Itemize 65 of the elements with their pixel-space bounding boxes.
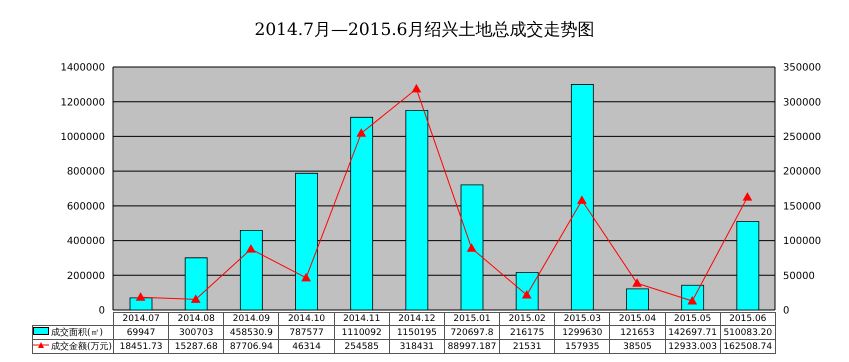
data-label: 46314 xyxy=(278,340,334,354)
y-tick-label: 800000 xyxy=(66,166,105,178)
data-label: 318431 xyxy=(389,340,444,354)
data-label: 1110092 xyxy=(334,326,390,340)
data-label: 1299630 xyxy=(554,326,610,340)
x-tick-label: 2014.08 xyxy=(168,312,224,326)
y2-tick-label: 50000 xyxy=(783,270,815,282)
data-label: 12933.003 xyxy=(665,340,720,354)
y-tick-label: 0 xyxy=(98,306,105,317)
chart-title: 2014.7月—2015.6月绍兴土地总成交走势图 xyxy=(254,19,596,41)
data-label: 787577 xyxy=(278,326,334,340)
data-label: 142697.71 xyxy=(665,326,720,340)
x-tick-label: 2014.10 xyxy=(278,312,334,326)
data-label: 69947 xyxy=(114,326,169,340)
y-tick-label: 600000 xyxy=(66,201,105,212)
point xyxy=(302,273,311,282)
data-label: 157935 xyxy=(554,340,610,354)
y-tick-label: 1000000 xyxy=(60,132,105,143)
data-label: 720697.8 xyxy=(444,326,500,340)
y-tick-label: 1400000 xyxy=(60,62,105,74)
y2-tick-label: 250000 xyxy=(783,132,822,143)
data-label: 458530.9 xyxy=(224,326,279,340)
point xyxy=(356,128,366,137)
data-label: 216175 xyxy=(500,326,555,340)
point xyxy=(191,294,200,303)
data-label: 18451.73 xyxy=(114,340,169,354)
y-tick-label: 1200000 xyxy=(60,97,105,108)
x-tick-label: 2015.01 xyxy=(444,312,500,326)
y2-tick-label: 350000 xyxy=(783,62,822,74)
x-tick-label: 2014.09 xyxy=(224,312,279,326)
data-label: 254585 xyxy=(334,340,390,354)
y2-tick-label: 100000 xyxy=(783,236,822,248)
y2-tick-label: 150000 xyxy=(783,201,822,212)
data-label: 15287.68 xyxy=(168,340,224,354)
y2-tick-label: 200000 xyxy=(783,166,822,178)
point xyxy=(632,278,642,287)
x-tick-label: 2014.11 xyxy=(334,312,390,326)
x-tick-label: 2015.03 xyxy=(554,312,610,326)
point xyxy=(467,244,476,252)
data-label: 121653 xyxy=(610,326,666,340)
x-tick-label: 2014.07 xyxy=(114,312,169,326)
point xyxy=(412,84,421,92)
point xyxy=(136,292,146,301)
data-label: 162508.74 xyxy=(720,340,776,354)
data-label: 1150195 xyxy=(389,326,444,340)
data-label: 510083.20 xyxy=(720,326,776,340)
data-label: 38505 xyxy=(610,340,666,354)
x-tick-label: 2015.06 xyxy=(720,312,776,326)
x-tick-label: 2014.12 xyxy=(389,312,444,326)
legend-label: 成交金额(万元) xyxy=(51,342,112,352)
y-tick-label: 400000 xyxy=(66,236,105,248)
data-label: 21531 xyxy=(500,340,555,354)
data-label: 300703 xyxy=(168,326,224,340)
y2-tick-label: 300000 xyxy=(783,97,822,108)
x-tick-label: 2015.04 xyxy=(610,312,666,326)
legend-label: 成交面积(㎡) xyxy=(51,328,104,338)
data-label: 88997.187 xyxy=(444,340,500,354)
y-tick-label: 200000 xyxy=(66,270,105,282)
point xyxy=(742,192,752,201)
data-label: 87706.94 xyxy=(224,340,279,354)
x-tick-label: 2015.02 xyxy=(500,312,555,326)
point xyxy=(577,196,586,204)
y2-tick-label: 0 xyxy=(783,306,790,317)
point xyxy=(246,244,256,253)
x-tick-label: 2015.05 xyxy=(665,312,720,326)
